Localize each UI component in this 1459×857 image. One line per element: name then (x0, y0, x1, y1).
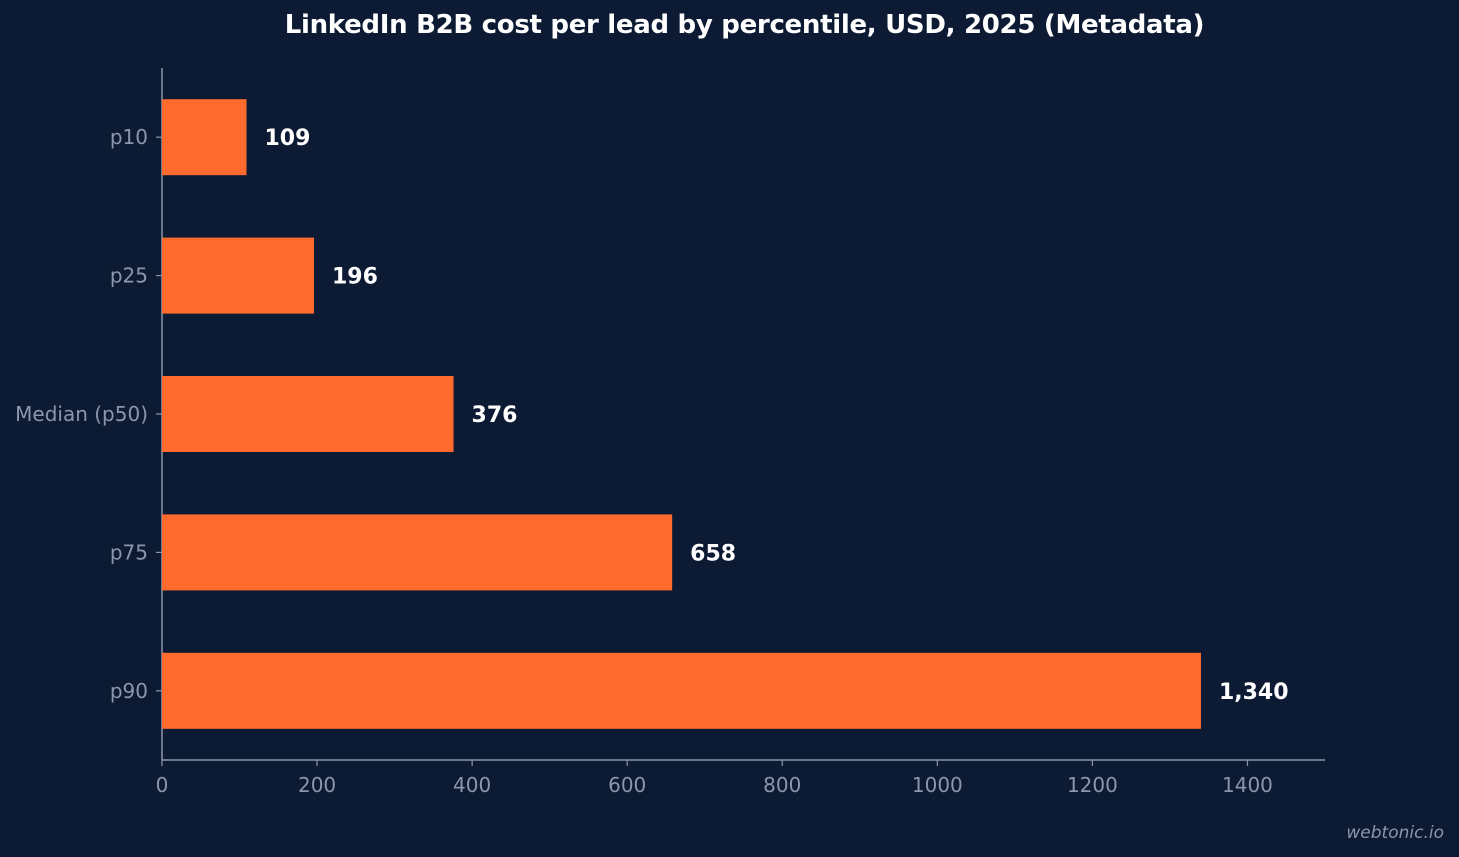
x-tick-label: 400 (453, 773, 491, 797)
value-label: 109 (265, 126, 311, 151)
bar (162, 514, 673, 591)
chart-title: LinkedIn B2B cost per lead by percentile… (284, 10, 1205, 40)
category-label: p90 (110, 679, 148, 703)
x-tick-label: 0 (156, 773, 169, 797)
value-label: 1,340 (1219, 680, 1289, 705)
x-tick-label: 1200 (1067, 773, 1118, 797)
x-tick-label: 800 (763, 773, 801, 797)
bar (162, 237, 314, 314)
bar (162, 99, 247, 176)
category-label: p25 (110, 264, 148, 288)
value-label: 658 (690, 541, 736, 566)
x-tick-label: 1400 (1222, 773, 1273, 797)
category-label: p75 (110, 540, 148, 564)
watermark: webtonic.io (1346, 823, 1444, 843)
bar (162, 652, 1201, 729)
x-tick-label: 200 (298, 773, 336, 797)
category-label: p10 (110, 125, 148, 149)
value-label: 196 (332, 265, 378, 290)
category-label: Median (p50) (15, 402, 148, 426)
x-tick-label: 1000 (912, 773, 963, 797)
value-label: 376 (472, 403, 518, 428)
bar (162, 376, 454, 452)
x-tick-label: 600 (608, 773, 646, 797)
